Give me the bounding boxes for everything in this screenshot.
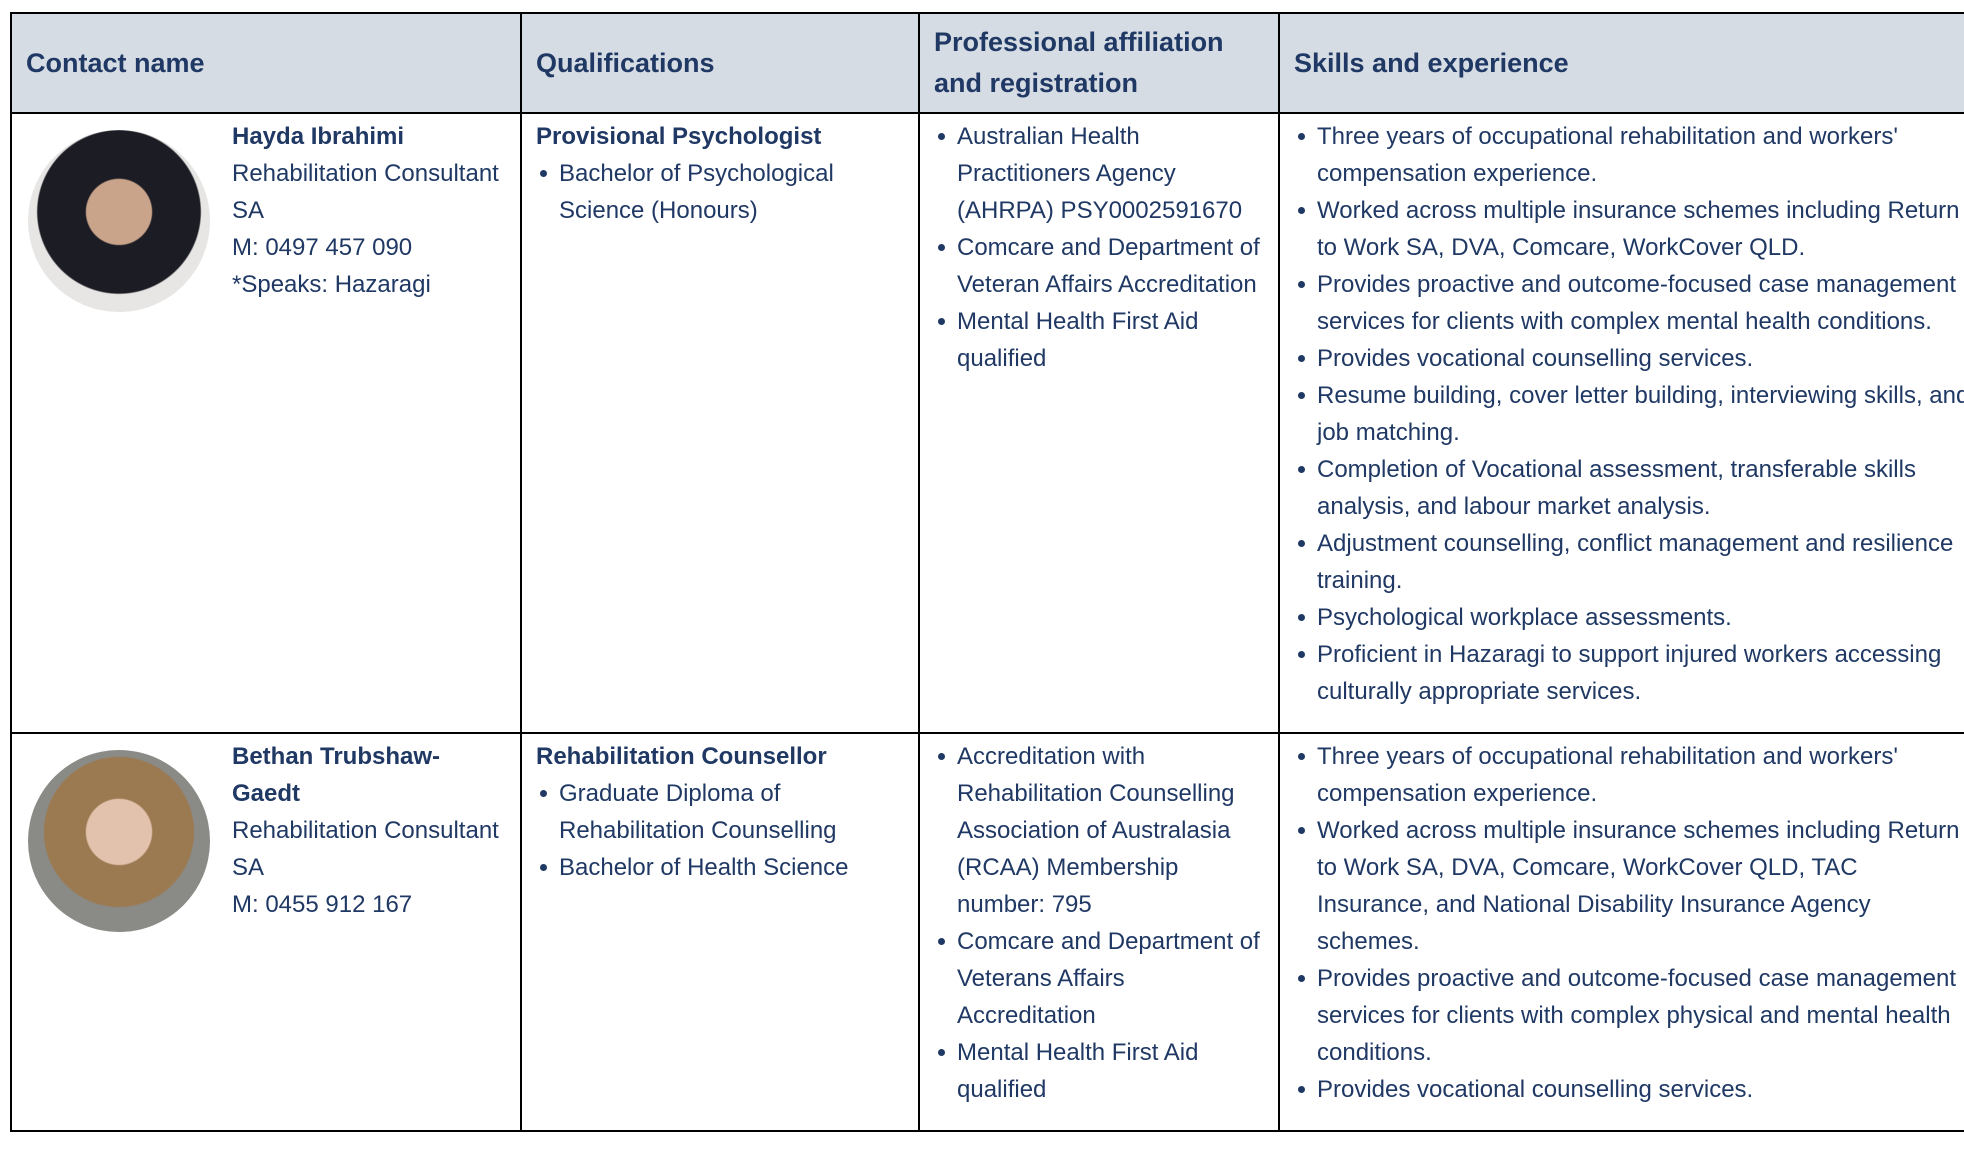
table-wrap: Contact name Qualifications Professional a… — [10, 12, 1964, 1132]
table-row: Bethan Trubshaw-Gaedt Rehabilitation Cons… — [10, 732, 1964, 1132]
contact-text: Bethan Trubshaw-Gaedt Rehabilitation Cons… — [232, 738, 506, 932]
skills-list: Three years of occupational rehabilitati… — [1294, 118, 1964, 710]
header-row: Contact name Qualifications Professional a… — [10, 12, 1964, 114]
affiliation-item: Mental Health First Aid qualified — [938, 1034, 1264, 1108]
contact-name: Hayda Ibrahimi — [232, 123, 405, 150]
qualification-title: Rehabilitation Counsellor — [536, 743, 827, 770]
column-header: Professional affiliation and registratio… — [918, 12, 1280, 114]
skill-item: Resume building, cover letter building, … — [1298, 377, 1964, 451]
photo — [28, 130, 210, 312]
skill-item: Completion of Vocational assessment, tra… — [1298, 451, 1964, 525]
contact: Bethan Trubshaw-Gaedt Rehabilitation Cons… — [26, 738, 506, 932]
qualification-list: Bachelor of Psychological Science (Honou… — [536, 155, 904, 229]
skill-item: Proficient in Hazaragi to support injure… — [1298, 636, 1964, 710]
column-header: Qualifications — [520, 12, 920, 114]
affiliation-item: Accreditation with Rehabilitation Counse… — [938, 738, 1264, 923]
contact-detail: *Speaks: Hazaragi — [232, 271, 431, 298]
column-header: Skills and experience — [1278, 12, 1964, 114]
affiliation-item: Australian Health Practitioners Agency (… — [938, 118, 1264, 229]
skill-item: Worked across multiple insurance schemes… — [1298, 812, 1964, 960]
affiliation-item: Comcare and Department of Veterans Affai… — [938, 923, 1264, 1034]
contact-detail: M: 0455 912 167 — [232, 891, 413, 918]
contact-name: Bethan Trubshaw-Gaedt — [232, 743, 441, 807]
contact-detail: Rehabilitation Consultant SA — [232, 160, 499, 224]
table-row: Hayda Ibrahimi Rehabilitation Consultant … — [10, 112, 1964, 734]
affiliation-item: Comcare and Department of Veteran Affair… — [938, 229, 1264, 303]
skills-list: Three years of occupational rehabilitati… — [1294, 738, 1964, 1108]
column-header: Contact name — [10, 12, 522, 114]
skill-item: Provides proactive and outcome-focused c… — [1298, 266, 1964, 340]
qualification-list: Graduate Diploma of Rehabilitation Couns… — [536, 775, 904, 886]
skill-item: Adjustment counselling, conflict managem… — [1298, 525, 1964, 599]
qualification-item: Graduate Diploma of Rehabilitation Couns… — [540, 775, 904, 849]
affiliation-list: Accreditation with Rehabilitation Counse… — [934, 738, 1264, 1108]
contact-cell: Hayda Ibrahimi Rehabilitation Consultant … — [10, 112, 522, 734]
skills-cell: Three years of occupational rehabilitati… — [1278, 732, 1964, 1132]
skill-item: Worked across multiple insurance schemes… — [1298, 192, 1964, 266]
contact: Hayda Ibrahimi Rehabilitation Consultant … — [26, 118, 506, 312]
contact-detail: Rehabilitation Consultant SA — [232, 817, 499, 881]
skill-item: Three years of occupational rehabilitati… — [1298, 118, 1964, 192]
qualification-title: Provisional Psychologist — [536, 123, 822, 150]
qualification-item: Bachelor of Psychological Science (Honou… — [540, 155, 904, 229]
affiliations-cell: Australian Health Practitioners Agency (… — [918, 112, 1280, 734]
staff-table: Contact name Qualifications Professional a… — [10, 12, 1964, 1132]
qualifications-cell: Rehabilitation Counsellor Graduate Diplom… — [520, 732, 920, 1132]
contact-detail: M: 0497 457 090 — [232, 234, 413, 261]
skill-item: Provides vocational counselling services… — [1298, 1071, 1964, 1108]
affiliations-cell: Accreditation with Rehabilitation Counse… — [918, 732, 1280, 1132]
affiliation-item: Mental Health First Aid qualified — [938, 303, 1264, 377]
contact-text: Hayda Ibrahimi Rehabilitation Consultant … — [232, 118, 506, 312]
qualification-item: Bachelor of Health Science — [540, 849, 904, 886]
skills-cell: Three years of occupational rehabilitati… — [1278, 112, 1964, 734]
qualifications-cell: Provisional Psychologist Bachelor of Psyc… — [520, 112, 920, 734]
skill-item: Provides proactive and outcome-focused c… — [1298, 960, 1964, 1071]
skill-item: Provides vocational counselling services… — [1298, 340, 1964, 377]
photo — [28, 750, 210, 932]
table-body: Hayda Ibrahimi Rehabilitation Consultant … — [10, 112, 1964, 1132]
skill-item: Three years of occupational rehabilitati… — [1298, 738, 1964, 812]
skill-item: Psychological workplace assessments. — [1298, 599, 1964, 636]
affiliation-list: Australian Health Practitioners Agency (… — [934, 118, 1264, 377]
contact-cell: Bethan Trubshaw-Gaedt Rehabilitation Cons… — [10, 732, 522, 1132]
